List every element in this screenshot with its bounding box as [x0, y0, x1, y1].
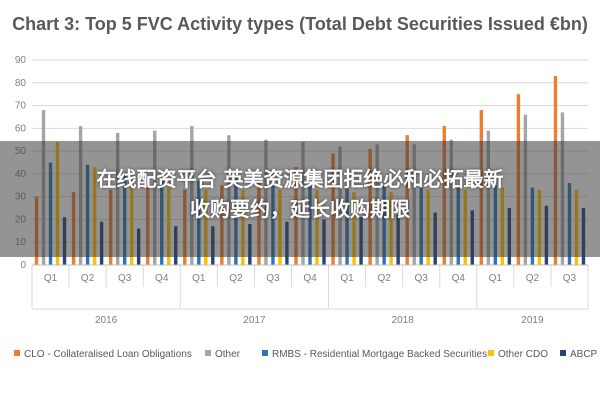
y-tick-label: 80	[15, 78, 27, 89]
x-tick-label: Q1	[340, 273, 354, 284]
headline-line-2: 收购要约，延长收购期限	[190, 197, 410, 221]
headline-banner	[0, 141, 600, 257]
year-label: 2016	[95, 315, 118, 326]
year-label: 2018	[392, 315, 415, 326]
y-tick-label: 0	[20, 260, 26, 271]
year-label: 2019	[521, 315, 544, 326]
x-tick-label: Q3	[563, 273, 577, 284]
x-tick-label: Q3	[266, 273, 280, 284]
legend-swatch	[205, 350, 211, 356]
x-tick-label: Q3	[415, 273, 429, 284]
y-tick-label: 60	[15, 123, 27, 134]
legend-label: RMBS - Residential Mortgage Backed Secur…	[272, 349, 487, 360]
y-tick-label: 70	[15, 101, 27, 112]
legend-label: Other	[215, 349, 241, 360]
legend-swatch	[262, 350, 268, 356]
legend-swatch	[14, 350, 20, 356]
legend-label: ABCP	[570, 349, 598, 360]
legend-label: CLO - Collateralised Loan Obligations	[24, 349, 192, 360]
x-tick-label: Q2	[81, 273, 95, 284]
headline-line-1: 在线配资平台 英美资源集团拒绝必和必拓最新	[96, 167, 504, 191]
x-tick-label: Q4	[155, 273, 169, 284]
x-tick-label: Q2	[377, 273, 391, 284]
x-tick-label: Q3	[118, 273, 132, 284]
legend-swatch	[560, 350, 566, 356]
chart-title: Chart 3: Top 5 FVC Activity types (Total…	[12, 14, 588, 34]
legend-label: Other CDO	[498, 349, 548, 360]
x-tick-label: Q1	[44, 273, 58, 284]
x-tick-label: Q1	[489, 273, 503, 284]
legend-swatch	[488, 350, 494, 356]
x-tick-label: Q1	[192, 273, 206, 284]
x-tick-label: Q4	[452, 273, 466, 284]
y-tick-label: 90	[15, 55, 27, 66]
headline-text: 在线配资平台 英美资源集团拒绝必和必拓最新 收购要约，延长收购期限	[20, 164, 580, 224]
year-label: 2017	[243, 315, 266, 326]
x-tick-label: Q4	[303, 273, 317, 284]
x-tick-label: Q2	[526, 273, 540, 284]
x-tick-label: Q2	[229, 273, 243, 284]
